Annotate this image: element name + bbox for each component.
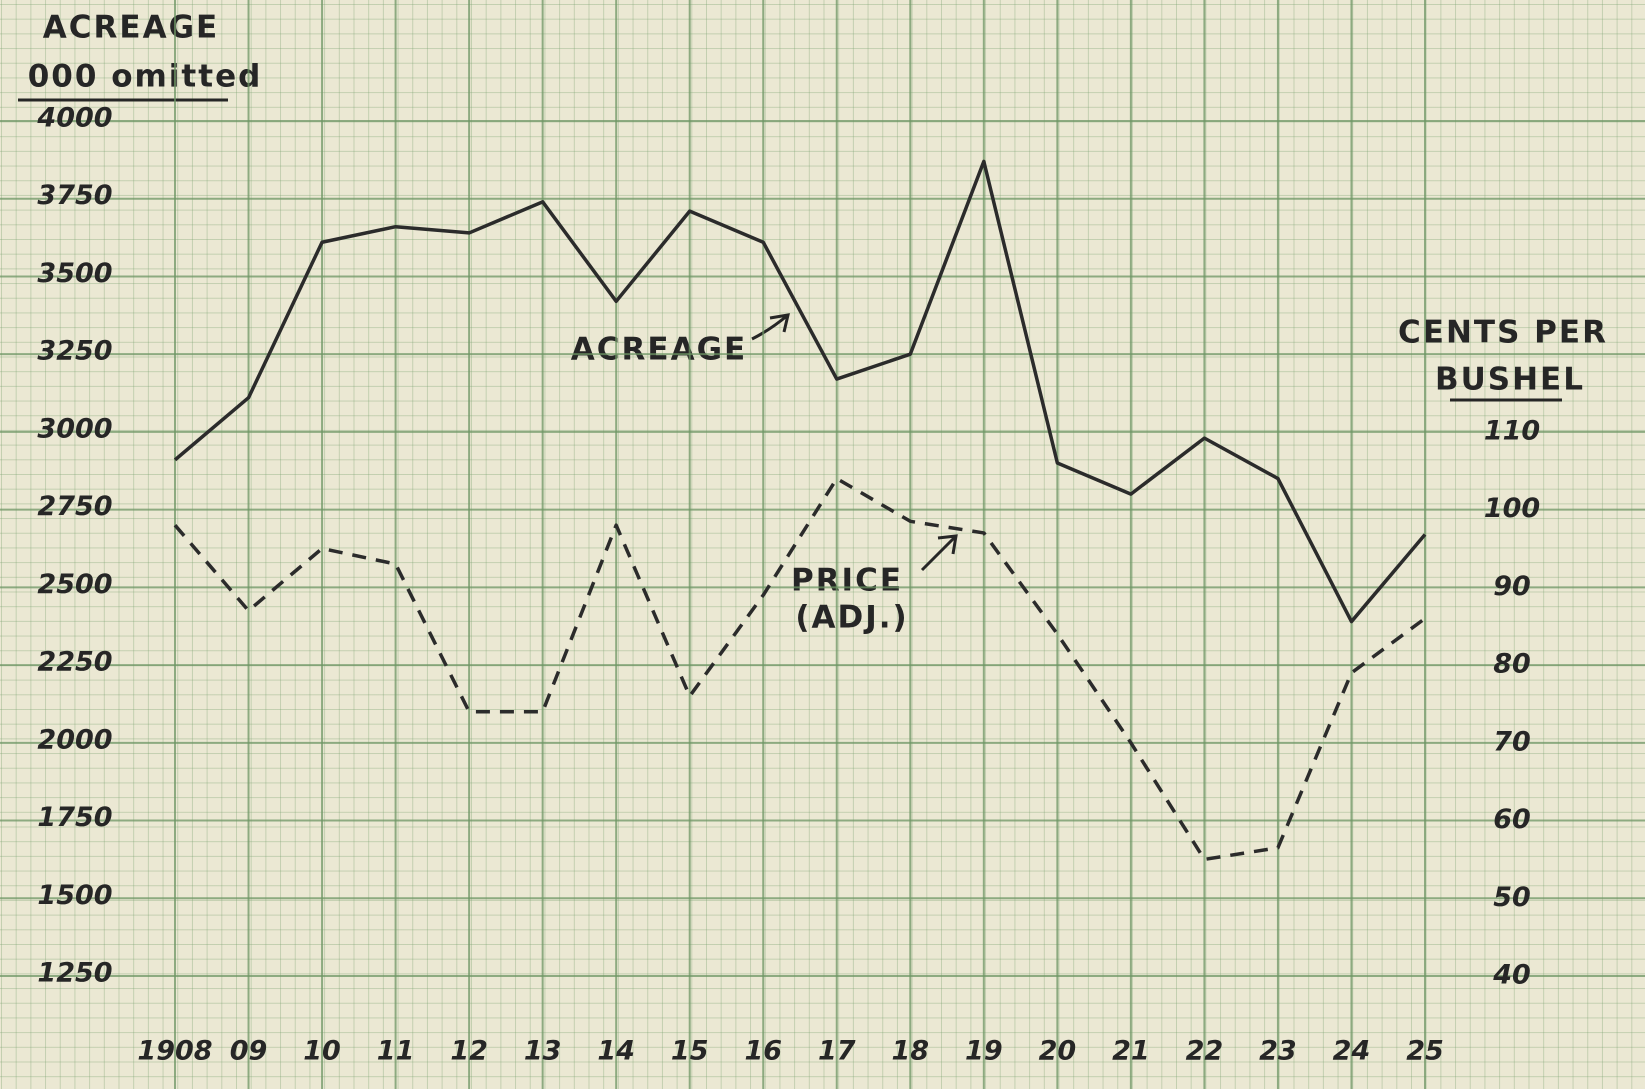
x-tick-label: 12 [450, 1036, 488, 1067]
y2-tick-label: 60 [1493, 804, 1531, 835]
x-tick-label: 21 [1112, 1036, 1150, 1067]
y2-tick-label: 80 [1493, 649, 1531, 680]
x-tick-label: 20 [1039, 1036, 1077, 1067]
y-axis-subtitle: 000 omitted [28, 59, 263, 95]
y-tick-label: 3000 [37, 413, 112, 444]
y-tick-label: 3750 [37, 180, 112, 211]
x-tick-label: 17 [818, 1036, 856, 1067]
annotation: (ADJ.) [795, 600, 908, 636]
y-tick-label: 2000 [37, 724, 112, 755]
annotation-arrow [751, 313, 790, 341]
x-tick-label: 24 [1333, 1036, 1371, 1067]
y2-tick-label: 70 [1493, 726, 1531, 757]
x-tick-label: 16 [744, 1036, 782, 1067]
y2-tick-label: 90 [1493, 571, 1531, 602]
y-tick-label: 4000 [36, 103, 112, 134]
y-tick-label: 1500 [37, 880, 112, 911]
series-annotation: ACREAGE [571, 332, 747, 368]
y-axis-title: ACREAGE [43, 10, 219, 46]
y2-tick-label: 110 [1484, 415, 1540, 446]
x-tick-label: 18 [892, 1036, 930, 1067]
y2-tick-label: 50 [1493, 882, 1531, 913]
x-tick-label: 11 [377, 1036, 415, 1067]
x-tick-label: 14 [597, 1036, 635, 1067]
y2-tick-label: 100 [1484, 493, 1540, 524]
y-tick-label: 2500 [37, 569, 112, 600]
x-tick-label: 10 [303, 1036, 341, 1067]
series-line [173, 476, 1427, 862]
series-annotation: PRICE [791, 563, 903, 599]
x-tick-label: 25 [1406, 1036, 1444, 1067]
y-tick-label: 3500 [37, 258, 112, 289]
y2-tick-label: 40 [1492, 960, 1531, 991]
x-tick-label: 09 [230, 1036, 268, 1067]
x-tick-label: 13 [524, 1036, 562, 1067]
x-tick-label: 22 [1186, 1036, 1224, 1067]
y-tick-label: 2250 [37, 647, 112, 678]
y-tick-label: 2750 [37, 491, 112, 522]
y-tick-label: 1750 [37, 802, 112, 833]
annotation-arrow [920, 534, 958, 572]
x-tick-label: 23 [1259, 1036, 1297, 1067]
x-tick-label: 19 [965, 1036, 1003, 1067]
y2-axis-title: CENTS PER [1398, 315, 1608, 351]
series-line [173, 159, 1427, 624]
x-tick-label: 15 [671, 1036, 709, 1067]
x-tick-label: 1908 [137, 1036, 212, 1067]
y2-axis-subtitle: BUSHEL [1435, 362, 1585, 398]
y-tick-label: 3250 [37, 336, 112, 367]
y-tick-label: 1250 [37, 958, 112, 989]
